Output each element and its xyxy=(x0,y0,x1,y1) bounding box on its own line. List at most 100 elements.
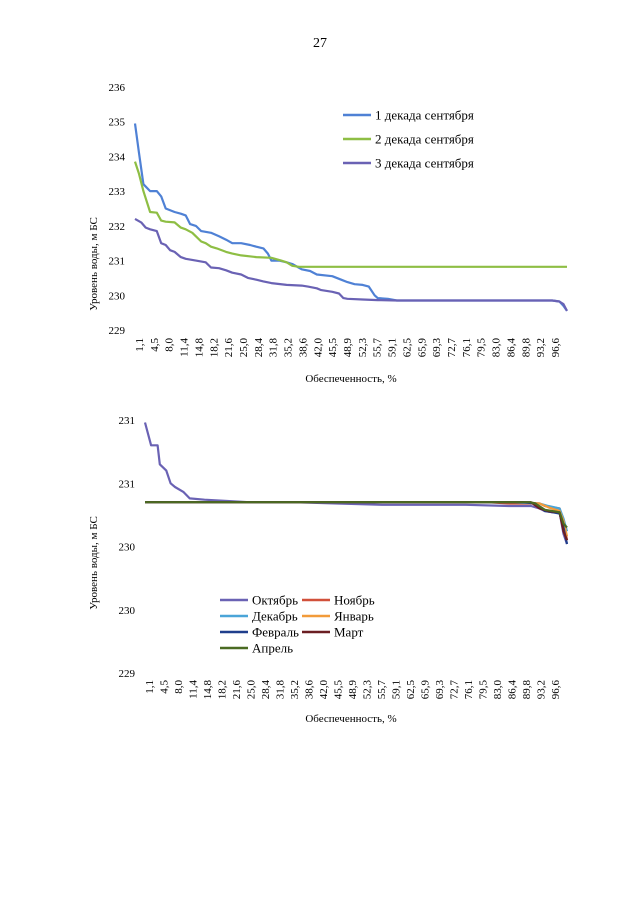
x-tick-label: 69,3 xyxy=(431,338,443,358)
series-line xyxy=(143,422,569,545)
x-ticks: 1,1 4,5 8,0 11,4 14,8 18,2 21,6 25,0 28,4 31,8 35,… xyxy=(134,338,562,358)
x-tick-label: 83,0 xyxy=(492,680,504,700)
x-axis-label: Обеспеченность, % xyxy=(305,373,396,385)
x-tick-label: 18,2 xyxy=(208,338,220,357)
x-tick-label: 59,1 xyxy=(387,338,399,357)
x-tick-label: 8,0 xyxy=(173,680,185,694)
x-tick-label: 62,5 xyxy=(405,680,417,700)
series-line xyxy=(133,161,567,268)
y-tick-label: 229 xyxy=(109,325,126,337)
x-tick-label: 83,0 xyxy=(491,338,503,358)
x-tick-label: 76,1 xyxy=(461,338,473,357)
y-tick-label: 235 xyxy=(109,117,126,129)
x-tick-label: 28,4 xyxy=(253,338,265,358)
x-tick-label: 72,7 xyxy=(446,338,458,358)
chart-bottom: Уровень воды, м БС Обеспеченность, % 229… xyxy=(88,415,569,725)
legend-label: Февраль xyxy=(252,625,299,640)
y-tick-label: 231 xyxy=(119,415,136,427)
x-tick-label: 93,2 xyxy=(535,338,547,357)
x-tick-label: 35,2 xyxy=(289,680,301,699)
y-tick-label: 230 xyxy=(119,542,136,554)
y-tick-label: 236 xyxy=(109,82,126,94)
x-tick-label: 45,5 xyxy=(327,338,339,358)
legend-label: Апрель xyxy=(252,641,293,656)
series-line xyxy=(145,501,568,529)
y-axis-label: Уровень воды, м БС xyxy=(88,516,100,610)
series-line xyxy=(145,501,569,537)
series-line xyxy=(145,501,569,541)
x-tick-label: 48,9 xyxy=(342,338,354,358)
chart-top: Уровень воды, м БС Обеспеченность, % 229… xyxy=(88,82,568,385)
x-tick-label: 38,6 xyxy=(304,680,316,700)
x-tick-label: 93,2 xyxy=(536,680,548,699)
x-axis-label: Обеспеченность, % xyxy=(305,713,396,725)
x-tick-label: 42,0 xyxy=(312,338,324,358)
x-tick-label: 79,5 xyxy=(476,338,488,358)
x-tick-label: 45,5 xyxy=(333,680,345,700)
y-ticks: 229 230 231 232 233 234 235 236 xyxy=(109,82,126,337)
x-tick-label: 4,5 xyxy=(159,680,171,694)
y-tick-label: 230 xyxy=(109,290,126,302)
legend-label: Январь xyxy=(334,609,374,624)
x-tick-label: 62,5 xyxy=(401,338,413,358)
x-tick-label: 1,1 xyxy=(144,680,156,694)
legend-label: Декабрь xyxy=(252,609,298,624)
x-tick-label: 31,8 xyxy=(275,680,287,700)
series-lines xyxy=(143,422,569,545)
x-tick-label: 31,8 xyxy=(268,338,280,358)
x-tick-label: 76,1 xyxy=(463,680,475,699)
legend-label: Март xyxy=(334,625,364,640)
x-tick-label: 86,4 xyxy=(507,680,519,700)
x-tick-label: 72,7 xyxy=(449,680,461,700)
y-tick-label: 234 xyxy=(109,151,126,163)
x-tick-label: 89,8 xyxy=(520,338,532,358)
x-tick-label: 86,4 xyxy=(505,338,517,358)
y-tick-label: 230 xyxy=(119,605,136,617)
x-tick-label: 48,9 xyxy=(347,680,359,700)
x-tick-label: 96,6 xyxy=(550,680,562,700)
series-line xyxy=(145,501,569,541)
legend-label: 2 декада сентября xyxy=(375,132,474,147)
x-tick-label: 21,6 xyxy=(231,680,243,700)
x-tick-label: 89,8 xyxy=(521,680,533,700)
x-tick-label: 65,9 xyxy=(416,338,428,358)
x-tick-label: 14,8 xyxy=(193,338,205,358)
x-tick-label: 11,4 xyxy=(188,680,200,699)
x-ticks: 1,1 4,5 8,0 11,4 14,8 18,2 21,6 25,0 28,4 31,8 35,… xyxy=(144,680,562,700)
legend-label: 3 декада сентября xyxy=(375,156,474,171)
x-tick-label: 52,3 xyxy=(357,338,369,358)
x-tick-label: 55,7 xyxy=(372,338,384,358)
legend-label: Ноябрь xyxy=(334,593,375,608)
x-tick-label: 28,4 xyxy=(260,680,272,700)
series-line xyxy=(145,501,569,545)
x-tick-label: 14,8 xyxy=(202,680,214,700)
series-line xyxy=(133,123,568,312)
x-tick-label: 55,7 xyxy=(376,680,388,700)
x-tick-label: 8,0 xyxy=(164,338,176,352)
legend-label: Октябрь xyxy=(252,593,298,608)
y-ticks: 229 230 230 231 231 xyxy=(119,415,136,680)
x-tick-label: 11,4 xyxy=(179,338,191,357)
x-tick-label: 38,6 xyxy=(297,338,309,358)
y-axis-label: Уровень воды, м БС xyxy=(88,217,100,311)
x-tick-label: 18,2 xyxy=(217,680,229,699)
x-tick-label: 35,2 xyxy=(283,338,295,357)
y-tick-label: 231 xyxy=(119,478,136,490)
series-line xyxy=(134,217,568,312)
y-tick-label: 232 xyxy=(109,221,126,233)
y-tick-label: 231 xyxy=(109,256,126,268)
x-tick-label: 69,3 xyxy=(434,680,446,700)
x-tick-label: 1,1 xyxy=(134,338,146,352)
x-tick-label: 65,9 xyxy=(420,680,432,700)
x-tick-label: 59,1 xyxy=(391,680,403,699)
x-tick-label: 4,5 xyxy=(149,338,161,352)
y-tick-label: 229 xyxy=(119,668,136,680)
x-tick-label: 96,6 xyxy=(550,338,562,358)
legend: 1 декада сентября 2 декада сентября 3 дека… xyxy=(343,108,474,171)
x-tick-label: 79,5 xyxy=(478,680,490,700)
y-tick-label: 233 xyxy=(109,186,126,198)
x-tick-label: 42,0 xyxy=(318,680,330,700)
legend-label: 1 декада сентября xyxy=(375,108,474,123)
x-tick-label: 52,3 xyxy=(362,680,374,700)
x-tick-label: 21,6 xyxy=(223,338,235,358)
